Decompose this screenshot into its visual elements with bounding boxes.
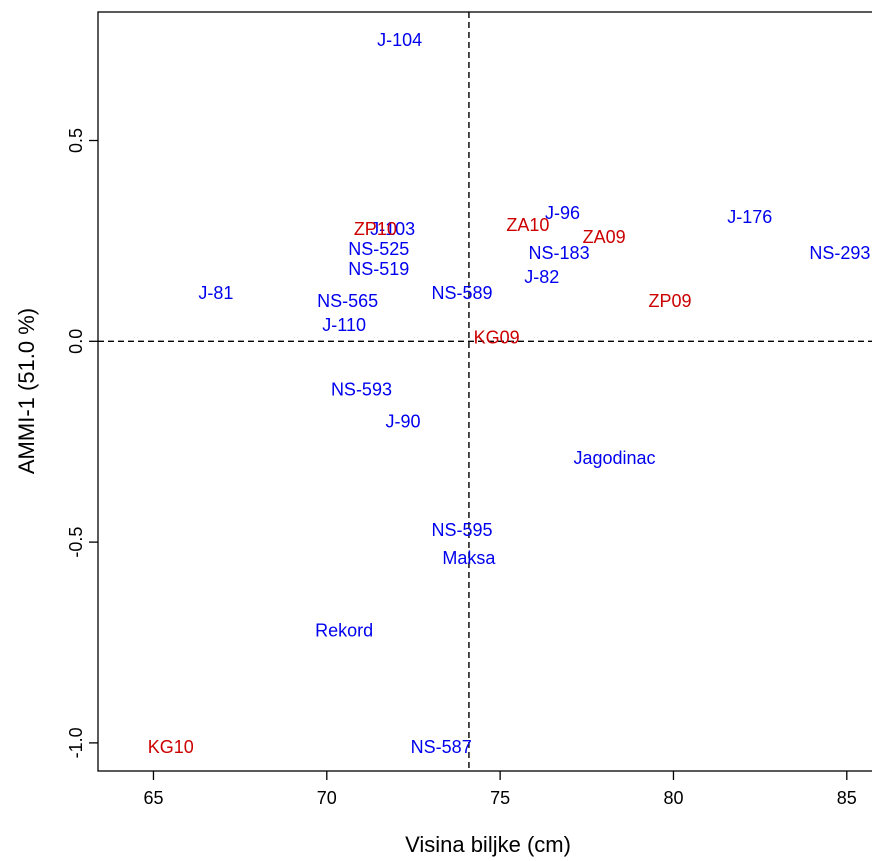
x-tick-label: 85 bbox=[837, 788, 857, 808]
environment-label: ZP09 bbox=[648, 291, 691, 311]
environment-label: ZP10 bbox=[354, 219, 397, 239]
y-axis: -1.0 -0.5 0.0 0.5 bbox=[66, 128, 98, 758]
y-tick-label: 0.0 bbox=[66, 329, 86, 354]
genotype-label: J-81 bbox=[198, 283, 233, 303]
genotype-label: NS-593 bbox=[331, 379, 392, 399]
plot-frame bbox=[97, 11, 872, 772]
x-tick-label: 75 bbox=[490, 788, 510, 808]
genotype-label: J-82 bbox=[524, 267, 559, 287]
environment-label: KG10 bbox=[148, 737, 194, 757]
genotype-label: Maksa bbox=[442, 548, 496, 568]
genotype-label: NS-587 bbox=[411, 737, 472, 757]
x-axis-title: Visina biljke (cm) bbox=[405, 832, 571, 857]
genotype-label: Rekord bbox=[315, 620, 373, 640]
x-tick-label: 70 bbox=[317, 788, 337, 808]
genotype-label: NS-183 bbox=[529, 243, 590, 263]
genotype-label: NS-589 bbox=[431, 283, 492, 303]
environment-label: ZA09 bbox=[583, 227, 626, 247]
environment-label: ZA10 bbox=[506, 215, 549, 235]
y-tick-label: -0.5 bbox=[66, 527, 86, 558]
x-axis: 65 70 75 80 85 bbox=[143, 771, 857, 808]
reference-lines bbox=[98, 12, 872, 771]
genotype-label: NS-595 bbox=[431, 520, 492, 540]
genotype-label: NS-519 bbox=[348, 259, 409, 279]
genotype-label: J-103 bbox=[370, 219, 415, 239]
x-tick-label: 65 bbox=[143, 788, 163, 808]
genotype-label: J-96 bbox=[545, 203, 580, 223]
genotype-label: J-90 bbox=[386, 412, 421, 432]
y-axis-title: AMMI-1 (51.0 %) bbox=[14, 308, 39, 474]
genotype-label: J-110 bbox=[322, 315, 366, 335]
environment-label: KG09 bbox=[474, 327, 520, 347]
y-tick-label: 0.5 bbox=[66, 128, 86, 153]
genotype-label: NS-565 bbox=[317, 291, 378, 311]
genotype-label: J-104 bbox=[377, 30, 422, 50]
genotype-label: Jagodinac bbox=[573, 448, 655, 468]
genotype-label: NS-293 bbox=[809, 243, 870, 263]
genotype-label: NS-525 bbox=[348, 239, 409, 259]
y-tick-label: -1.0 bbox=[66, 727, 86, 758]
genotype-label: J-176 bbox=[727, 207, 772, 227]
x-tick-label: 80 bbox=[663, 788, 683, 808]
